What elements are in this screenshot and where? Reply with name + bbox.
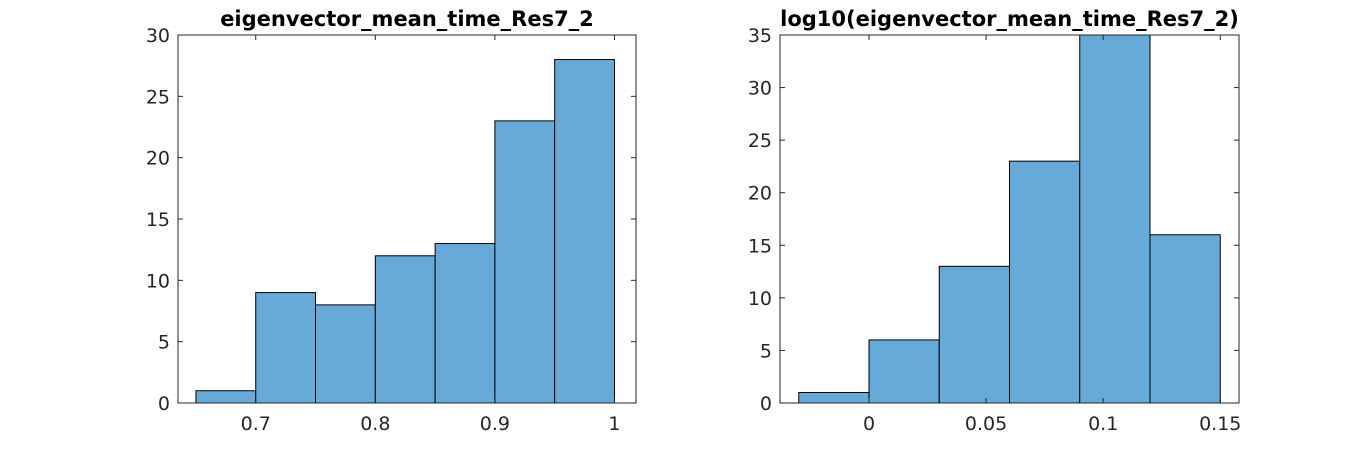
histogram-bar	[868, 339, 940, 404]
y-tick-label: 5	[158, 332, 170, 354]
y-tick-label: 15	[146, 209, 170, 231]
histogram-right: 0 5 10 15 20 25 30 35 0 0.05 0.1 0.15 log10(eigenvec…	[748, 7, 1242, 435]
histogram-bar	[1149, 234, 1221, 404]
y-tick-label: 30	[748, 78, 772, 100]
x-tick-label: 0	[863, 413, 875, 435]
histogram-bar	[434, 243, 496, 404]
y-tick-label: 35	[748, 25, 772, 47]
x-tick-label: 0.05	[965, 413, 1007, 435]
x-tick-label: 0.9	[480, 413, 510, 435]
y-tick-label: 10	[748, 288, 772, 310]
y-tick-label: 20	[748, 183, 772, 205]
histogram-bar	[494, 120, 556, 404]
x-tick-label: 0.1	[1088, 413, 1118, 435]
y-tick-label: 25	[748, 130, 772, 152]
histogram-bar	[255, 292, 317, 404]
y-tick-label: 25	[146, 86, 170, 108]
y-tick-label: 30	[146, 25, 170, 47]
x-tick-label: 0.8	[360, 413, 390, 435]
histogram-bar	[798, 391, 870, 404]
chart-title: eigenvector_mean_time_Res7_2	[220, 7, 594, 31]
histogram-bar	[554, 59, 615, 404]
axes-box	[779, 34, 1240, 404]
y-tick-label: 0	[158, 393, 170, 415]
x-tick-label: 0.7	[241, 413, 271, 435]
x-tick-label: 1	[608, 413, 620, 435]
y-tick-label: 0	[760, 393, 772, 415]
y-tick-label: 15	[748, 235, 772, 257]
histogram-bar	[1009, 160, 1081, 404]
chart-title: log10(eigenvector_mean_time_Res7_2)	[780, 7, 1239, 31]
histogram-bar	[315, 304, 376, 404]
histogram-bar	[1079, 34, 1151, 404]
y-tick-label: 5	[760, 340, 772, 362]
y-tick-label: 10	[146, 270, 170, 292]
histogram-bar	[374, 255, 436, 404]
histogram-bar	[938, 265, 1010, 404]
histogram-left: 0 5 10 15 20 25 30 0.7 0.8 0.9 1 eigenvector_mean_t…	[146, 7, 637, 435]
histogram-bar	[195, 390, 257, 404]
x-tick-label: 0.15	[1199, 413, 1241, 435]
y-tick-label: 20	[146, 148, 170, 170]
